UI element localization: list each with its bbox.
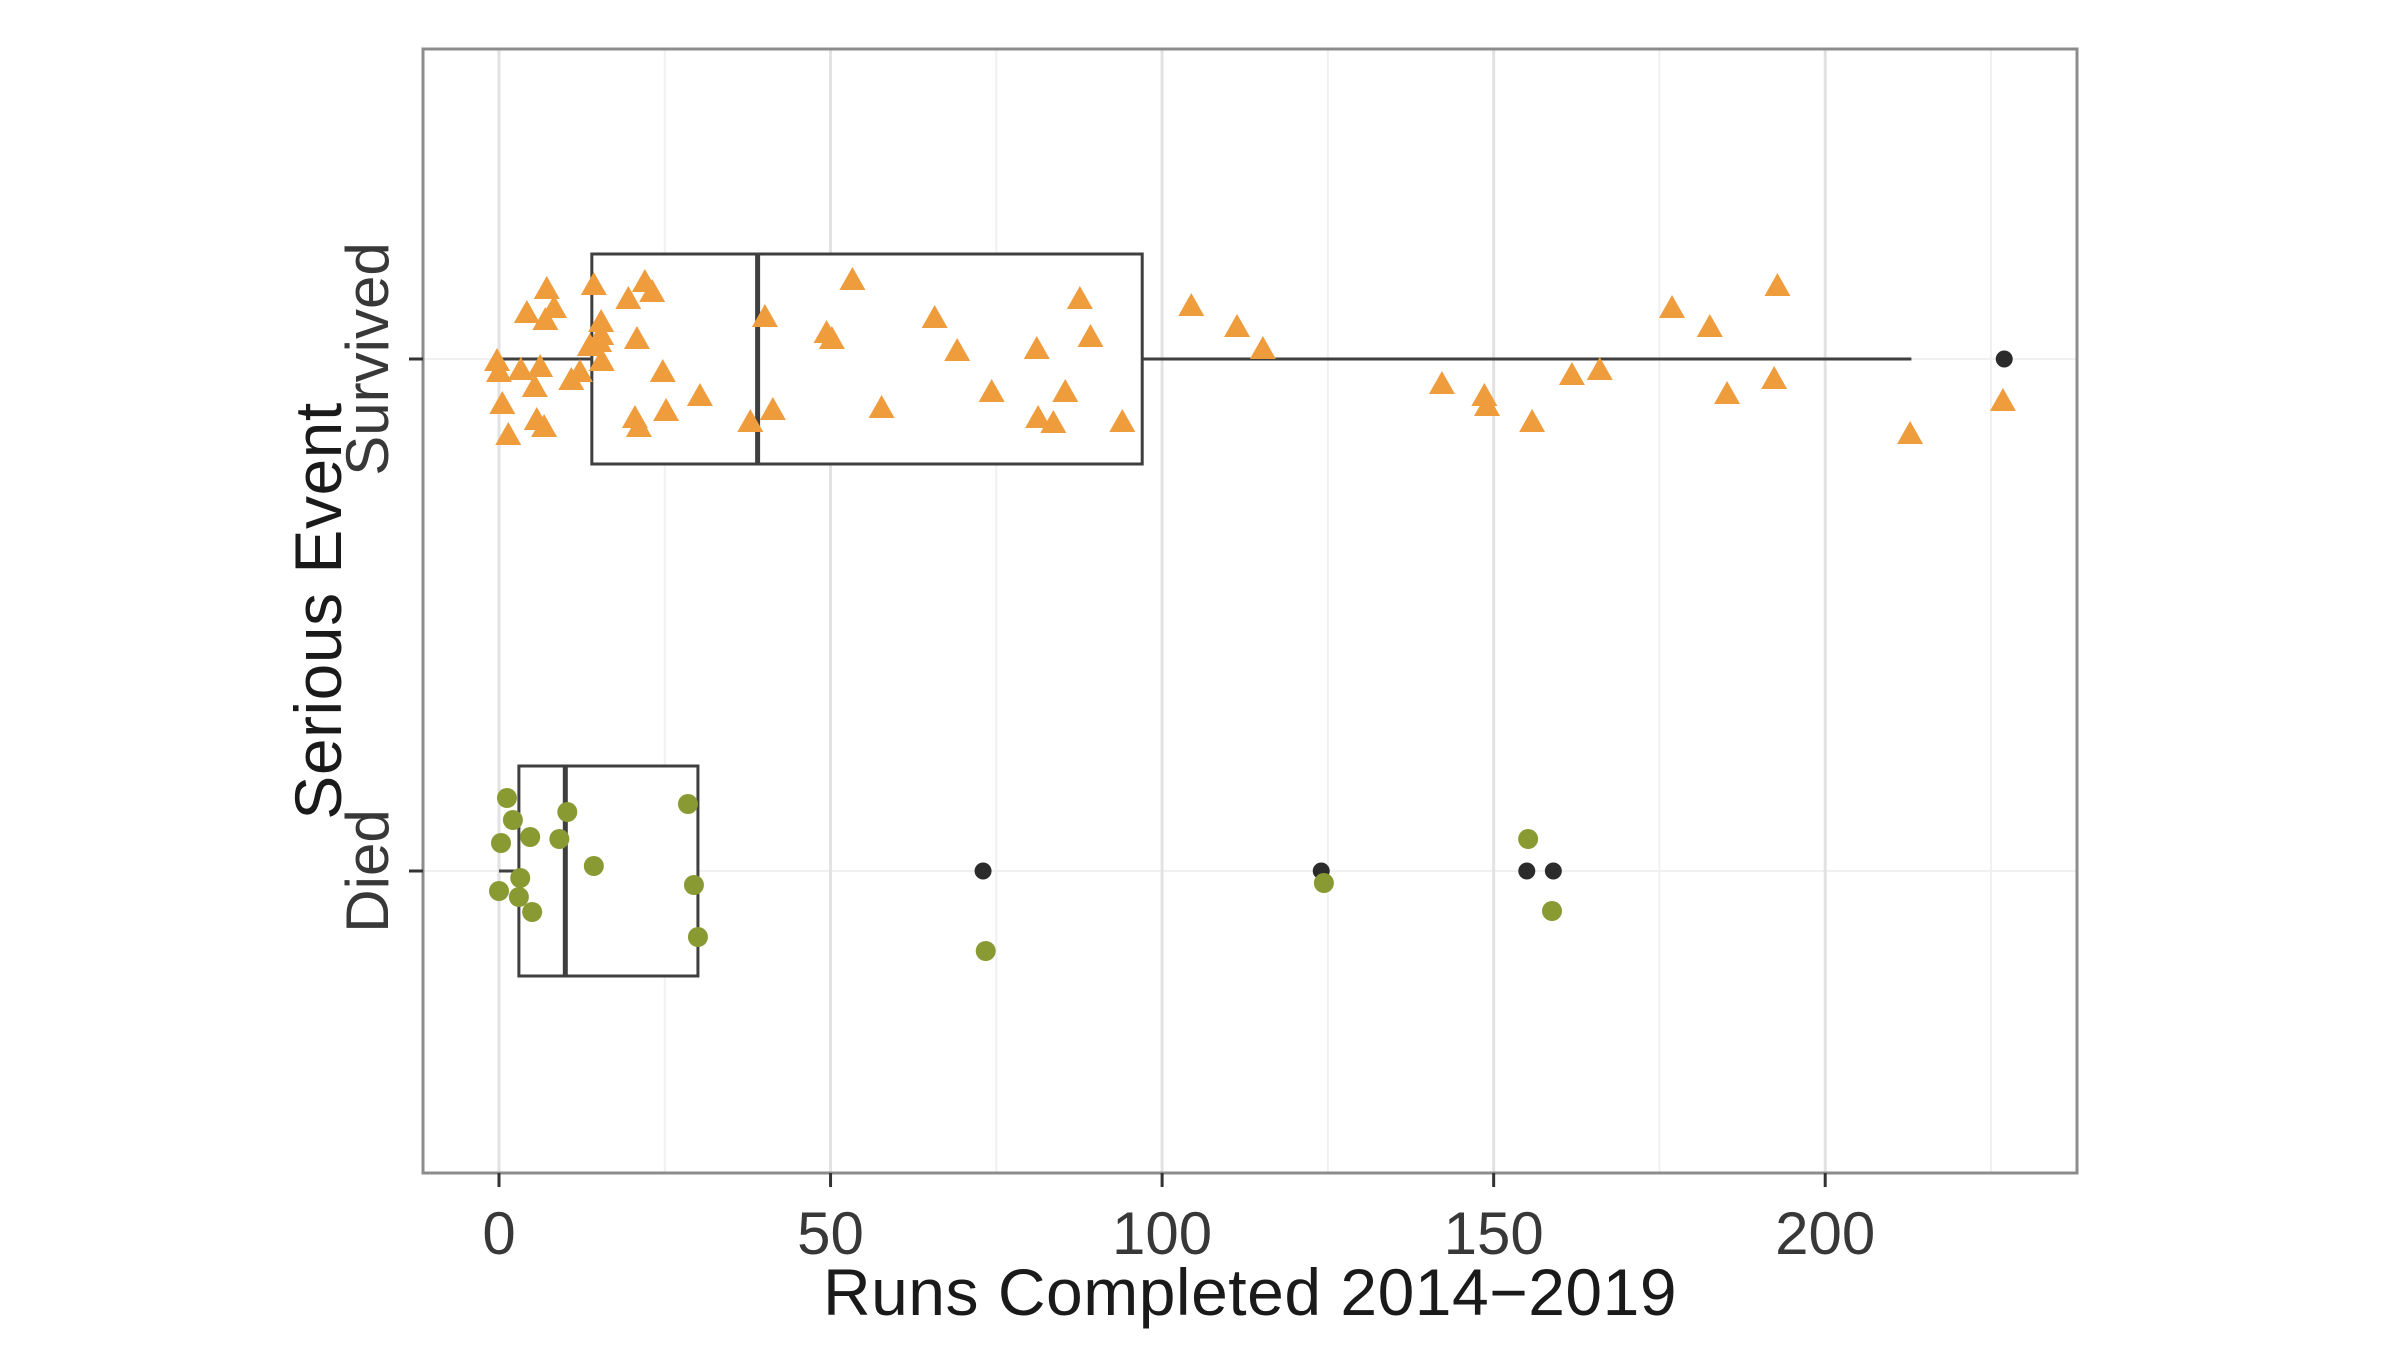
died-point-circle	[683, 875, 704, 895]
survived-point-triangle	[868, 395, 895, 418]
died-point-circle	[510, 868, 531, 888]
survived-point-triangle	[1428, 371, 1455, 394]
survived-point-triangle	[580, 272, 607, 295]
survived-point-triangle	[489, 391, 516, 414]
survived-point-triangle	[566, 359, 593, 382]
y-category-label-died: Died	[334, 809, 401, 932]
survived-point-triangle	[839, 267, 866, 290]
survived-point-triangle	[653, 398, 680, 421]
survived-point-triangle	[1077, 324, 1104, 347]
survived-point-triangle	[1696, 314, 1723, 337]
survived-point-triangle	[527, 354, 554, 377]
survived-point-triangle	[625, 414, 652, 437]
y-category-label-survived: Survived	[334, 242, 401, 475]
survived-point-triangle	[813, 320, 840, 343]
x-tick-label-100: 100	[1112, 1200, 1212, 1267]
survived-point-triangle	[944, 338, 971, 361]
died-point-circle	[1542, 901, 1563, 921]
survived-point-triangle	[1659, 295, 1686, 318]
died-point-circle	[522, 902, 543, 922]
survived-point-triangle	[1897, 421, 1924, 444]
survived-point-triangle	[1714, 381, 1741, 404]
died-point-circle	[1518, 829, 1539, 849]
survived-point-triangle	[1025, 405, 1052, 428]
survived-point-triangle	[1224, 314, 1251, 337]
died-point-circle	[508, 887, 529, 907]
died-point-circle	[549, 829, 570, 849]
survived-point-triangle	[1066, 286, 1093, 309]
died-outlier-dot	[1518, 862, 1536, 880]
survived-point-triangle	[1586, 357, 1613, 380]
survived-point-triangle	[978, 379, 1005, 402]
x-tick-label-150: 150	[1444, 1200, 1544, 1267]
survived-point-triangle	[1109, 409, 1136, 432]
survived-point-triangle	[1023, 336, 1050, 359]
died-point-circle	[687, 927, 708, 947]
survived-point-triangle	[1052, 379, 1079, 402]
died-point-circle	[490, 833, 511, 853]
survived-point-triangle	[1558, 362, 1585, 385]
survived-point-triangle	[1761, 366, 1788, 389]
x-tick-label-0: 0	[482, 1200, 515, 1267]
died-point-circle	[1313, 873, 1334, 893]
survived-point-triangle	[623, 326, 650, 349]
survived-point-triangle	[588, 309, 615, 332]
survived-point-triangle	[686, 383, 713, 406]
survived-point-triangle	[639, 279, 666, 302]
survived-point-triangle	[484, 348, 511, 371]
survived-point-triangle	[533, 276, 560, 299]
survived-point-triangle	[921, 305, 948, 328]
survived-point-triangle	[759, 397, 786, 420]
died-point-circle	[489, 881, 509, 901]
died-point-circle	[975, 941, 996, 961]
survived-point-triangle	[1178, 293, 1205, 316]
died-point-circle	[583, 856, 604, 876]
died-point-circle	[520, 827, 541, 847]
survived-point-triangle	[1519, 409, 1546, 432]
survived-point-triangle	[615, 286, 642, 309]
survived-point-triangle	[588, 348, 615, 371]
survived-point-triangle	[507, 357, 534, 380]
survived-point-triangle	[532, 307, 559, 330]
survived-point-triangle	[486, 359, 512, 382]
survived-point-triangle	[521, 374, 548, 397]
survived-point-triangle	[513, 300, 540, 323]
survived-point-triangle	[649, 359, 676, 382]
survived-point-triangle	[531, 414, 558, 437]
died-point-circle	[496, 788, 517, 808]
survived-point-triangle	[1764, 273, 1791, 296]
died-point-circle	[677, 794, 698, 814]
died-outlier-dot	[974, 862, 992, 880]
panel-background	[423, 49, 2077, 1173]
survived-point-triangle	[1474, 393, 1501, 416]
died-box	[517, 764, 700, 978]
died-outlier-dot	[1544, 862, 1562, 880]
survived-point-triangle	[1249, 336, 1276, 359]
x-tick-label-200: 200	[1775, 1200, 1875, 1267]
y-axis-title: Serious Event	[281, 402, 355, 820]
died-point-circle	[557, 802, 578, 822]
survived-point-triangle	[751, 304, 778, 327]
survived-point-triangle	[576, 333, 603, 356]
survived-outlier-dot	[1995, 350, 2013, 368]
survived-point-triangle	[495, 422, 522, 445]
x-axis-title: Runs Completed 2014−2019	[822, 1255, 1678, 1329]
survived-point-triangle	[737, 409, 764, 432]
panel-border	[421, 47, 2079, 1175]
x-tick-label-50: 50	[797, 1200, 864, 1267]
survived-point-triangle	[1040, 410, 1067, 433]
survived-point-triangle	[1989, 388, 2016, 411]
died-point-circle	[502, 810, 523, 830]
